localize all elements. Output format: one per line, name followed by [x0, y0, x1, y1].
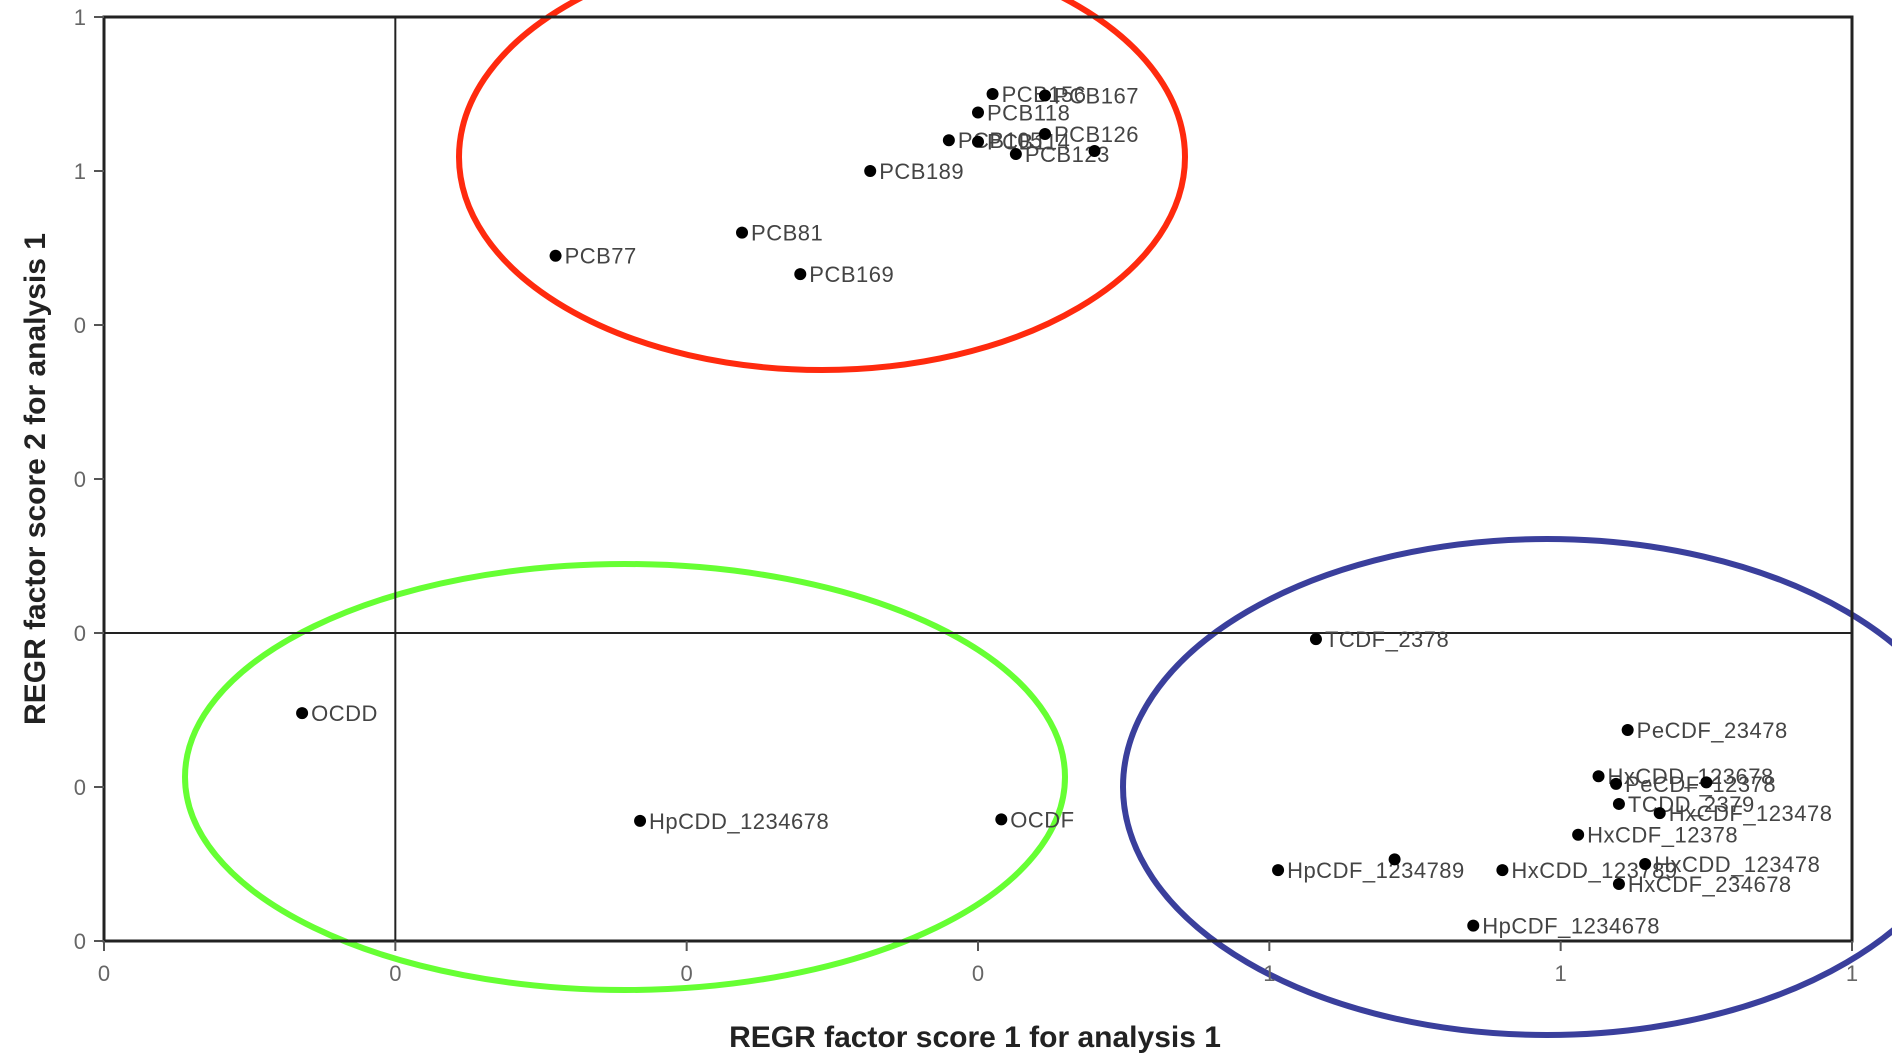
- y-axis-ticks: 0 0 0 0 0 1 1: [74, 5, 104, 954]
- data-point: [1309, 633, 1322, 646]
- data-points: PCB156PCB167PCB118PCB105PCB114PCB126PCB1…: [296, 82, 1832, 939]
- y-tick-label: 0: [74, 467, 86, 492]
- y-tick-label: 1: [74, 5, 86, 30]
- y-tick-label: 0: [74, 929, 86, 954]
- point-label: PCB167: [1054, 84, 1139, 109]
- zero-reference-lines: [104, 17, 1852, 941]
- data-point: [736, 226, 749, 239]
- y-axis-title: REGR factor score 2 for analysis 1: [19, 233, 52, 725]
- data-point: [1388, 853, 1401, 866]
- data-point: [1572, 828, 1585, 841]
- data-point: [1009, 148, 1022, 161]
- data-point: [995, 813, 1008, 826]
- y-tick-label: 0: [74, 775, 86, 800]
- y-tick-label: 0: [74, 313, 86, 338]
- point-label: HpCDD_1234678: [649, 809, 829, 834]
- data-point: [972, 106, 984, 119]
- point-label: PCB169: [809, 262, 894, 287]
- point-label: PCB118: [987, 100, 1070, 125]
- data-point: [1496, 864, 1509, 877]
- x-tick-label: 1: [1555, 961, 1567, 986]
- data-point: [1610, 777, 1623, 790]
- cluster-ellipses: [182, 0, 1892, 1038]
- furan-cluster-ellipse: [1120, 536, 1892, 1038]
- data-point: [864, 165, 877, 177]
- x-tick-label: 1: [1263, 961, 1275, 986]
- data-point: [1639, 858, 1652, 870]
- data-point: [634, 814, 647, 827]
- point-label: PCB126: [1054, 122, 1139, 147]
- point-label: TCDD_2379: [1628, 792, 1755, 817]
- point-label: PCB105: [958, 128, 1043, 153]
- point-label: HxCDD_123478: [1654, 852, 1820, 877]
- data-point: [296, 707, 309, 720]
- data-point: [1039, 89, 1052, 102]
- x-tick-label: 0: [681, 961, 693, 986]
- point-label: HxCDF_234678: [1628, 872, 1792, 897]
- y-tick-label: 0: [74, 621, 86, 646]
- data-point: [1088, 144, 1101, 157]
- point-label: TCDF_2378: [1325, 627, 1449, 652]
- data-point: [1700, 776, 1713, 789]
- x-tick-label: 0: [389, 961, 401, 986]
- x-tick-label: 1: [1846, 961, 1858, 986]
- data-point: [942, 134, 955, 147]
- dioxin-cluster-ellipse: [182, 561, 1068, 993]
- point-label: HxCDD_123678: [1608, 764, 1774, 789]
- plot-frame: [102, 15, 1854, 943]
- data-point: [972, 135, 984, 148]
- data-point: [1039, 128, 1052, 141]
- point-label: HpCDF_1234789: [1287, 858, 1465, 883]
- point-label: PCB189: [879, 159, 964, 184]
- point-label: HxCDF_123478: [1669, 801, 1833, 826]
- data-point: [549, 249, 562, 262]
- x-tick-label: 0: [98, 961, 110, 986]
- point-label: PeCDF_12378: [1625, 772, 1776, 797]
- data-point: [1272, 864, 1285, 877]
- point-label: OCDD: [311, 701, 378, 726]
- point-label: PCB77: [565, 244, 637, 269]
- y-tick-label: 1: [74, 159, 86, 184]
- x-axis-title: REGR factor score 1 for analysis 1: [729, 1021, 1221, 1054]
- data-point: [1621, 724, 1634, 737]
- data-point: [1612, 797, 1625, 810]
- point-label: PeCDF_23478: [1637, 718, 1788, 743]
- data-point: [1612, 878, 1625, 891]
- point-label: HxCDF_12378: [1587, 823, 1738, 848]
- point-label: PCB81: [751, 221, 823, 246]
- x-tick-label: 0: [972, 961, 984, 986]
- point-label: HpCDF_1234678: [1482, 914, 1660, 939]
- x-axis-ticks: 0 0 0 0 1 1 1: [98, 941, 1858, 986]
- data-point: [794, 268, 807, 281]
- data-point: [986, 88, 999, 100]
- data-point: [1592, 770, 1605, 783]
- point-label: PCB114: [987, 130, 1070, 155]
- data-point: [1653, 807, 1666, 820]
- pcb-cluster-ellipse: [456, 0, 1188, 373]
- data-point: [1467, 919, 1480, 932]
- point-label: OCDF: [1010, 807, 1074, 832]
